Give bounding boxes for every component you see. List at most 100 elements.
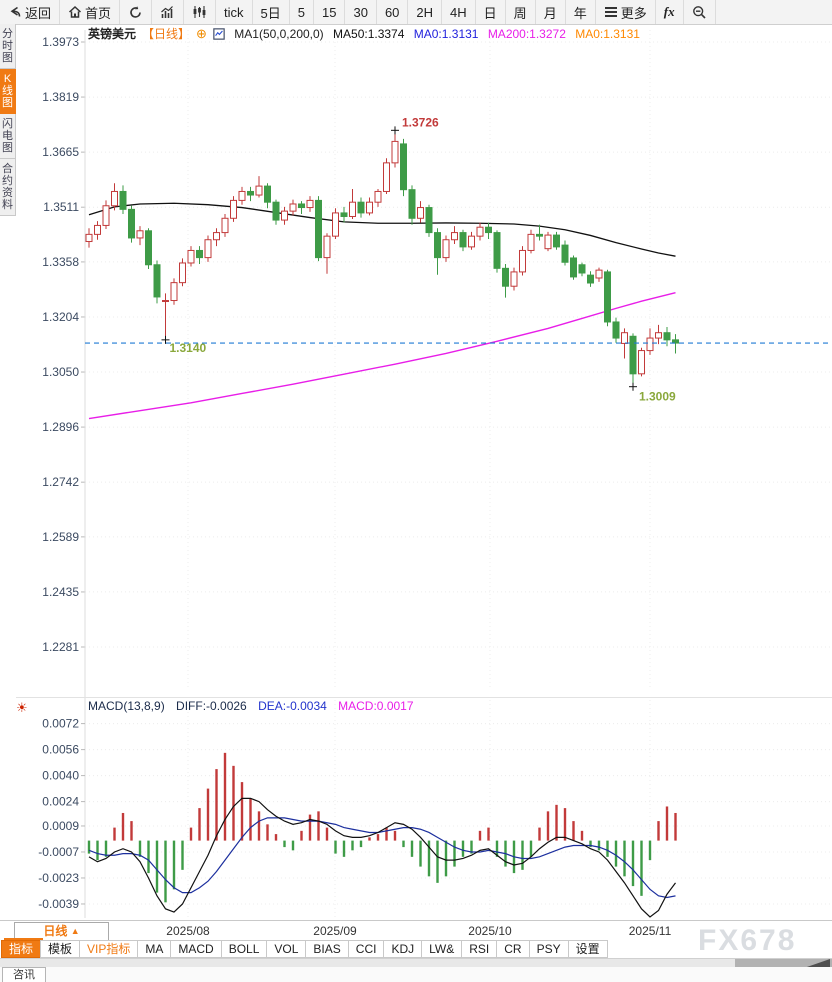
tab-12[interactable]: CR [496, 940, 530, 958]
period-day-button-label: 日 [483, 5, 497, 21]
tab-11[interactable]: RSI [461, 940, 498, 958]
refresh-button[interactable] [120, 0, 153, 24]
period-60m-button[interactable]: 60 [377, 0, 409, 24]
tab-9[interactable]: KDJ [383, 940, 423, 958]
dea-value: DEA:-0.0034 [258, 699, 327, 713]
svg-text:1.2742: 1.2742 [42, 475, 79, 489]
candles-icon [192, 5, 207, 19]
zoomout-icon [692, 5, 707, 20]
panel-divider [16, 697, 832, 698]
macd-value: MACD:0.0017 [338, 699, 414, 713]
tab-2[interactable]: VIP指标 [79, 940, 139, 958]
period-year-button[interactable]: 年 [566, 0, 596, 24]
svg-text:1.3050: 1.3050 [42, 365, 79, 379]
news-tab[interactable]: 咨讯 [2, 967, 46, 982]
svg-text:1.3358: 1.3358 [42, 255, 79, 269]
svg-text:1.2589: 1.2589 [42, 530, 79, 544]
more-button[interactable]: 更多 [596, 0, 656, 24]
sun-icon[interactable]: ☀ [16, 700, 28, 715]
period-5d-button[interactable]: 5日 [253, 0, 290, 24]
bar-chart-view-button[interactable] [152, 0, 185, 24]
triangle-up-icon: ▲ [70, 926, 80, 936]
bars-icon [160, 5, 175, 19]
period-4h-button-label: 4H [450, 4, 467, 20]
horizontal-scrollbar[interactable] [0, 958, 832, 968]
period-60m-button-label: 60 [384, 4, 400, 20]
menu-icon [604, 6, 618, 18]
candlestick-view-button[interactable] [184, 0, 217, 24]
tab-3[interactable]: MA [137, 940, 172, 958]
svg-text:-0.0039: -0.0039 [38, 897, 79, 911]
tab-13[interactable]: PSY [528, 940, 569, 958]
period-week-button-label: 周 [513, 5, 527, 21]
price-chart-plot-area[interactable] [85, 30, 832, 690]
svg-text:1.3819: 1.3819 [42, 90, 79, 104]
add-indicator-icon[interactable]: ⊕ [196, 26, 207, 41]
tab-6[interactable]: VOL [266, 940, 307, 958]
back-button[interactable]: 返回 [0, 0, 61, 24]
svg-text:0.0024: 0.0024 [42, 795, 79, 809]
tab-8[interactable]: CCI [347, 940, 385, 958]
sidebar-item-1[interactable]: K线图 [0, 69, 16, 114]
status-bar: 咨讯 [0, 967, 832, 982]
ma200-line [88, 291, 676, 420]
mini-chart-icon[interactable] [213, 27, 225, 41]
resize-handle-icon[interactable] [804, 959, 830, 968]
x-axis-label: 2025/09 [313, 924, 357, 938]
tab-10[interactable]: LW& [421, 940, 463, 958]
zoom-out-button[interactable] [684, 0, 716, 24]
home-icon [68, 5, 82, 19]
svg-text:-0.0007: -0.0007 [38, 845, 79, 859]
tab-4[interactable]: MACD [170, 940, 222, 958]
svg-text:1.2435: 1.2435 [42, 585, 79, 599]
period-tick-button[interactable]: tick [216, 0, 253, 24]
period-month-button[interactable]: 月 [536, 0, 566, 24]
tab-1[interactable]: 模板 [40, 940, 81, 958]
period-week-button[interactable]: 周 [506, 0, 536, 24]
sidebar-item-3[interactable]: 合约资料 [0, 159, 16, 216]
period-month-button-label: 月 [543, 5, 557, 21]
tab-0[interactable]: 指标 [1, 940, 42, 958]
gridlines [81, 30, 830, 918]
price-annotations: 1.3726 1.3140 1.3009 [85, 115, 832, 404]
back-icon [8, 5, 22, 19]
tab-7[interactable]: BIAS [305, 940, 349, 958]
period-2h-button[interactable]: 2H [408, 0, 443, 24]
macd-settings-label: MACD(13,8,9) [88, 699, 165, 713]
home-button-label: 首页 [85, 5, 112, 21]
low-annotation: 1.3140 [170, 341, 207, 355]
more-button-label: 更多 [620, 5, 647, 21]
period-4h-button[interactable]: 4H [442, 0, 476, 24]
period-5m-button[interactable]: 5 [290, 0, 314, 24]
scrollbar-thumb[interactable] [735, 959, 832, 968]
period-badge: 【日线】 [142, 27, 191, 41]
ma-settings-label: MA1(50,0,200,0) [234, 27, 324, 41]
price-chart-header: 英镑美元 【日线】 ⊕ MA1(50,0,200,0) MA50:1.3374 MA… [88, 25, 646, 42]
tab-5[interactable]: BOLL [220, 940, 268, 958]
period-day-button[interactable]: 日 [476, 0, 506, 24]
ma0-value-blue: MA0:1.3131 [413, 27, 479, 41]
home-button[interactable]: 首页 [60, 0, 121, 24]
x-axis-label: 2025/10 [468, 924, 512, 938]
svg-text:0.0009: 0.0009 [42, 819, 79, 833]
sidebar-item-0[interactable]: 分时图 [0, 24, 16, 69]
x-axis-label: 2025/08 [166, 924, 210, 938]
fx-button-label: fx [663, 4, 675, 19]
svg-text:1.3204: 1.3204 [42, 310, 79, 324]
macd-plot-area[interactable] [85, 700, 832, 918]
period-15m-button-label: 15 [322, 4, 337, 20]
period-30m-button[interactable]: 30 [345, 0, 377, 24]
ma50-value: MA50:1.3374 [333, 27, 405, 41]
fx-button[interactable]: fx [656, 0, 684, 24]
period-2h-button-label: 2H [416, 4, 434, 20]
candlestick-series [85, 130, 679, 387]
sidebar-item-2[interactable]: 闪电图 [0, 114, 16, 159]
tab-14[interactable]: 设置 [567, 940, 608, 958]
period-15m-button[interactable]: 15 [314, 0, 346, 24]
period-selector-label: 日线 [43, 924, 68, 938]
diff-line [88, 797, 676, 918]
svg-text:0.0056: 0.0056 [42, 743, 79, 757]
symbol-name: 英镑美元 [88, 27, 137, 41]
